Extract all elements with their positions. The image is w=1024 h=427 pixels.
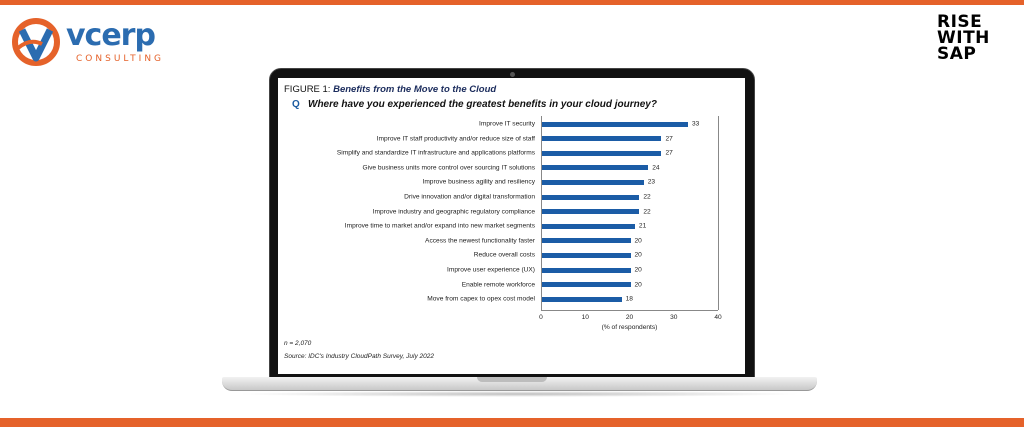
laptop-shadow	[236, 391, 803, 397]
vcerp-logo: vcerp CONSULTING	[12, 14, 172, 70]
logo-wordmark: vcerp	[66, 18, 156, 53]
category-label: Give business units more control over so…	[362, 164, 536, 172]
rise-line: RISE	[937, 12, 983, 32]
category-label: Improve business agility and resiliency	[422, 178, 535, 186]
bar	[542, 194, 640, 200]
source-note: Source: IDC's Industry CloudPath Survey,…	[284, 353, 434, 360]
category-label: Improve time to market and/or expand int…	[344, 222, 535, 230]
x-axis-label: (% of respondents)	[601, 324, 658, 331]
bar	[542, 209, 640, 215]
category-label: Move from capex to opex cost model	[427, 295, 535, 303]
data-label: 20	[634, 266, 642, 274]
data-label: 21	[638, 222, 647, 230]
x-tick-label: 10	[581, 314, 589, 321]
sample-size-note: n = 2,070	[284, 340, 312, 347]
logo-mark-icon	[12, 18, 60, 66]
bar	[542, 238, 631, 244]
category-label: Improve user experience (UX)	[447, 266, 535, 274]
bar	[542, 165, 649, 171]
data-label: 24	[652, 164, 660, 172]
bar	[542, 252, 631, 258]
right-frame-line	[718, 116, 719, 310]
figure-prefix: FIGURE 1:	[284, 84, 331, 95]
category-label: Drive innovation and/or digital transfor…	[404, 193, 535, 201]
data-label: 23	[647, 178, 656, 186]
laptop-camera	[510, 72, 515, 77]
bar	[542, 179, 644, 185]
bar	[542, 282, 631, 288]
bar	[542, 121, 689, 127]
x-tick-label: 40	[714, 314, 722, 321]
category-label: Improve IT staff productivity and/or red…	[376, 135, 535, 143]
category-label: Reduce overall costs	[473, 251, 535, 259]
logo-subtitle: CONSULTING	[76, 54, 165, 64]
question-text: Where have you experienced the greatest …	[308, 99, 657, 110]
bar	[542, 296, 622, 302]
category-label: Enable remote workforce	[461, 281, 535, 289]
x-axis-line	[541, 310, 718, 311]
rise-line: SAP	[937, 44, 977, 64]
question-marker: Q	[292, 99, 300, 110]
laptop-notch	[477, 377, 547, 382]
rise-line: WITH	[937, 28, 990, 48]
bar	[542, 136, 662, 142]
category-label: Access the newest functionality faster	[425, 237, 535, 245]
x-tick-label: 0	[539, 314, 543, 321]
figure-title: Benefits from the Move to the Cloud	[333, 84, 497, 95]
x-tick-label: 20	[625, 314, 634, 321]
category-label: Improve IT security	[479, 120, 535, 128]
top-accent-bar	[0, 0, 1024, 5]
bottom-accent-bar	[0, 418, 1024, 427]
data-label: 22	[643, 193, 651, 201]
figure-heading: FIGURE 1: Benefits from the Move to the …	[284, 84, 496, 95]
data-label: 18	[625, 295, 633, 303]
data-label: 20	[634, 281, 642, 289]
category-label: Improve industry and geographic regulato…	[372, 208, 535, 216]
bar	[542, 150, 662, 156]
y-axis-line	[541, 116, 542, 310]
rise-with-sap-logo: RISE WITH SAP	[937, 12, 1007, 64]
x-tick-label: 30	[670, 314, 678, 321]
data-label: 33	[692, 120, 700, 128]
category-label: Simplify and standardize IT infrastructu…	[336, 149, 535, 157]
data-label: 27	[665, 135, 673, 143]
data-label: 20	[634, 251, 642, 259]
bar	[542, 223, 635, 229]
bar	[542, 267, 631, 273]
data-label: 20	[634, 237, 642, 245]
laptop-base	[222, 377, 817, 391]
data-label: 22	[643, 208, 651, 216]
laptop-screen: FIGURE 1: Benefits from the Move to the …	[278, 78, 745, 374]
data-label: 27	[665, 149, 673, 157]
